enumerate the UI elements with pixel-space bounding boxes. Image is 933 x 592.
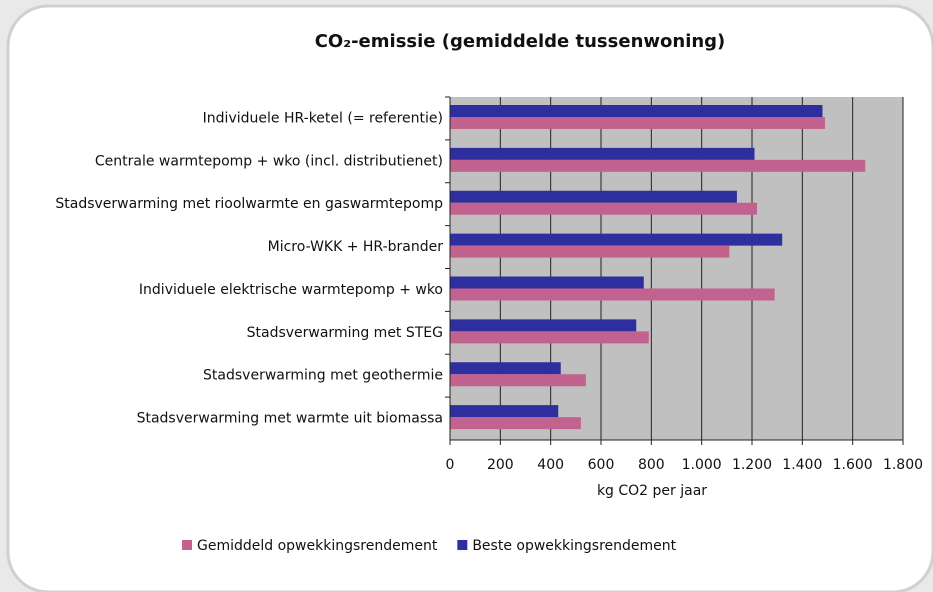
- bar: [450, 147, 755, 160]
- bar: [450, 159, 866, 172]
- legend-label: Beste opwekkingsrendement: [472, 538, 676, 554]
- bar: [450, 331, 649, 344]
- legend-swatch: [182, 540, 192, 550]
- bar: [450, 374, 586, 387]
- bar: [450, 105, 823, 117]
- x-tick-label: 0: [446, 457, 455, 473]
- x-tick-label: 600: [588, 457, 615, 473]
- bar: [450, 288, 775, 301]
- category-label: Micro-WKK + HR-brander: [268, 239, 444, 255]
- bar: [450, 362, 561, 375]
- legend-swatch: [457, 540, 468, 550]
- x-tick-label: 800: [638, 457, 665, 473]
- bar: [450, 276, 644, 289]
- bar: [450, 190, 737, 203]
- bar: [450, 405, 559, 418]
- category-label: Stadsverwarming met geothermie: [203, 368, 443, 384]
- x-tick-label: 1.200: [732, 457, 772, 473]
- x-tick-label: 1.600: [833, 457, 873, 473]
- category-label: Centrale warmtepomp + wko (incl. distrib…: [95, 153, 443, 169]
- bar: [450, 202, 758, 215]
- bar: [450, 319, 637, 332]
- category-label: Individuele HR-ketel (= referentie): [203, 110, 443, 126]
- x-tick-label: 1.000: [682, 457, 722, 473]
- bar: [450, 117, 825, 129]
- legend-label: Gemiddeld opwekkingsrendement: [197, 538, 438, 554]
- x-tick-label: 200: [487, 457, 514, 473]
- category-label: Individuele elektrische warmtepomp + wko: [139, 282, 443, 298]
- bar: [450, 245, 730, 258]
- x-tick-label: 1.800: [883, 457, 923, 473]
- x-axis-title: kg CO2 per jaar: [597, 483, 707, 499]
- category-label: Stadsverwarming met rioolwarmte en gaswa…: [55, 196, 443, 212]
- bar: [450, 417, 581, 430]
- bar: [450, 233, 783, 246]
- category-label: Stadsverwarming met STEG: [247, 325, 443, 341]
- chart-title: CO₂-emissie (gemiddelde tussenwoning): [315, 31, 726, 52]
- x-tick-label: 1.400: [782, 457, 822, 473]
- category-label: Stadsverwarming met warmte uit biomassa: [137, 411, 443, 427]
- x-tick-label: 400: [537, 457, 564, 473]
